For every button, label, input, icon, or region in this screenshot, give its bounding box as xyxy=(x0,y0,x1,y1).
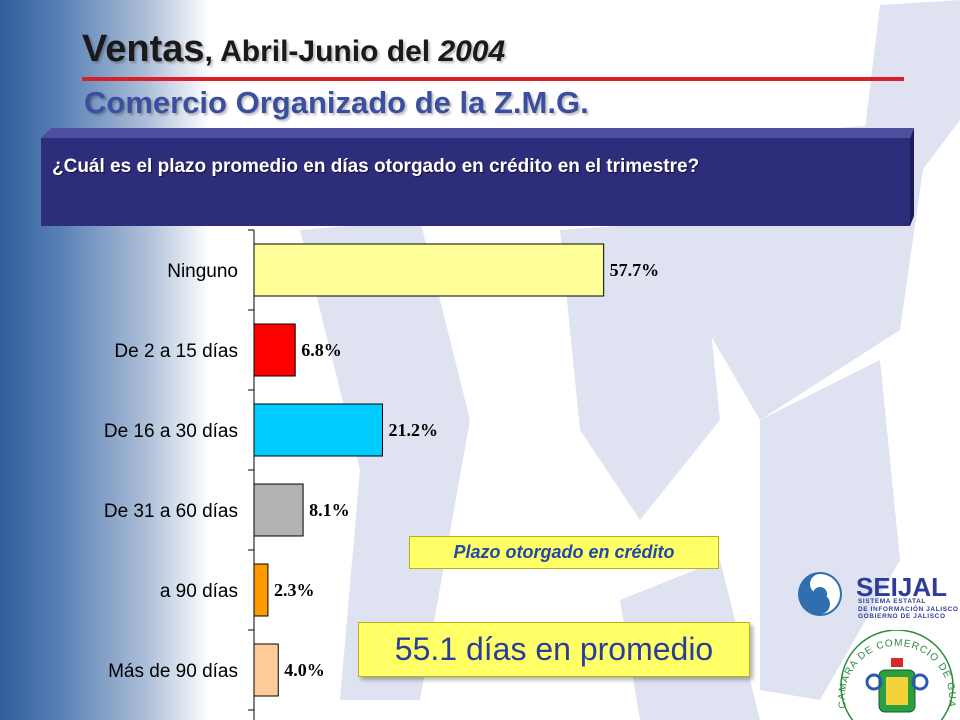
bar-0 xyxy=(253,243,605,297)
page-title: Ventas, Abril-Junio del 2004 xyxy=(82,28,506,70)
seijal-wordmark: SEIJAL xyxy=(856,572,947,602)
value-label: 21.2% xyxy=(388,420,438,440)
value-label: 57.7% xyxy=(610,260,660,280)
value-label: 4.0% xyxy=(284,660,325,680)
category-label: a 90 días xyxy=(160,581,238,602)
category-label: De 2 a 15 días xyxy=(114,341,238,362)
average-callout: 55.1 días en promedio xyxy=(358,622,750,677)
bar-3 xyxy=(253,483,304,537)
bar-1 xyxy=(253,323,296,377)
title-underline xyxy=(82,77,904,81)
category-label: De 16 a 30 días xyxy=(104,421,238,442)
value-label: 6.8% xyxy=(301,340,342,360)
legend-label: Plazo otorgado en crédito xyxy=(409,536,719,569)
category-label: Ninguno xyxy=(167,261,238,282)
value-label: 2.3% xyxy=(274,580,315,600)
bar-5 xyxy=(253,643,279,697)
bar-4 xyxy=(253,563,269,617)
category-label: Más de 90 días xyxy=(108,661,238,682)
page-subtitle: Comercio Organizado de la Z.M.G. xyxy=(84,85,589,120)
seijal-logo: SEIJAL xyxy=(798,572,947,616)
camara-comercio-seal: CAMARA DE COMERCIO DE GUADALAJARA xyxy=(834,630,956,720)
question-text: ¿Cuál es el plazo promedio en días otorg… xyxy=(52,156,700,177)
seijal-subtitle: SISTEMA ESTATAL DE INFORMACIÓN JALISCO G… xyxy=(858,598,959,620)
left-gradient-band xyxy=(0,0,210,720)
value-label: 8.1% xyxy=(309,500,350,520)
bar-2 xyxy=(253,403,383,457)
question-box xyxy=(41,138,910,226)
category-label: De 31 a 60 días xyxy=(104,501,238,522)
